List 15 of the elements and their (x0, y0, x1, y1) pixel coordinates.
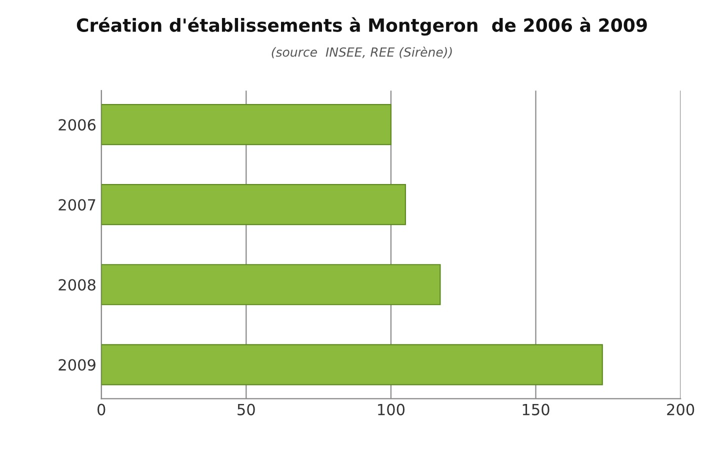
bar (101, 184, 406, 226)
chart-subtitle: (source INSEE, REE (Sirène)) (272, 46, 452, 58)
y-tick-label: 2007 (58, 199, 96, 211)
chart-title: Création d'établissements à Montgeron de 2006 à 2009 (76, 17, 647, 36)
bar (101, 344, 603, 386)
y-tick-label: 2009 (58, 359, 96, 371)
bar (101, 264, 441, 306)
x-tick-label: 50 (238, 404, 255, 416)
y-tick-label: 2006 (58, 119, 96, 131)
x-tick-label: 200 (667, 404, 694, 416)
x-tick-label: 150 (522, 404, 550, 416)
bar (101, 104, 392, 146)
x-tick-label: 0 (98, 404, 106, 416)
x-tick-label: 100 (378, 404, 405, 416)
y-tick-label: 2008 (58, 279, 96, 291)
